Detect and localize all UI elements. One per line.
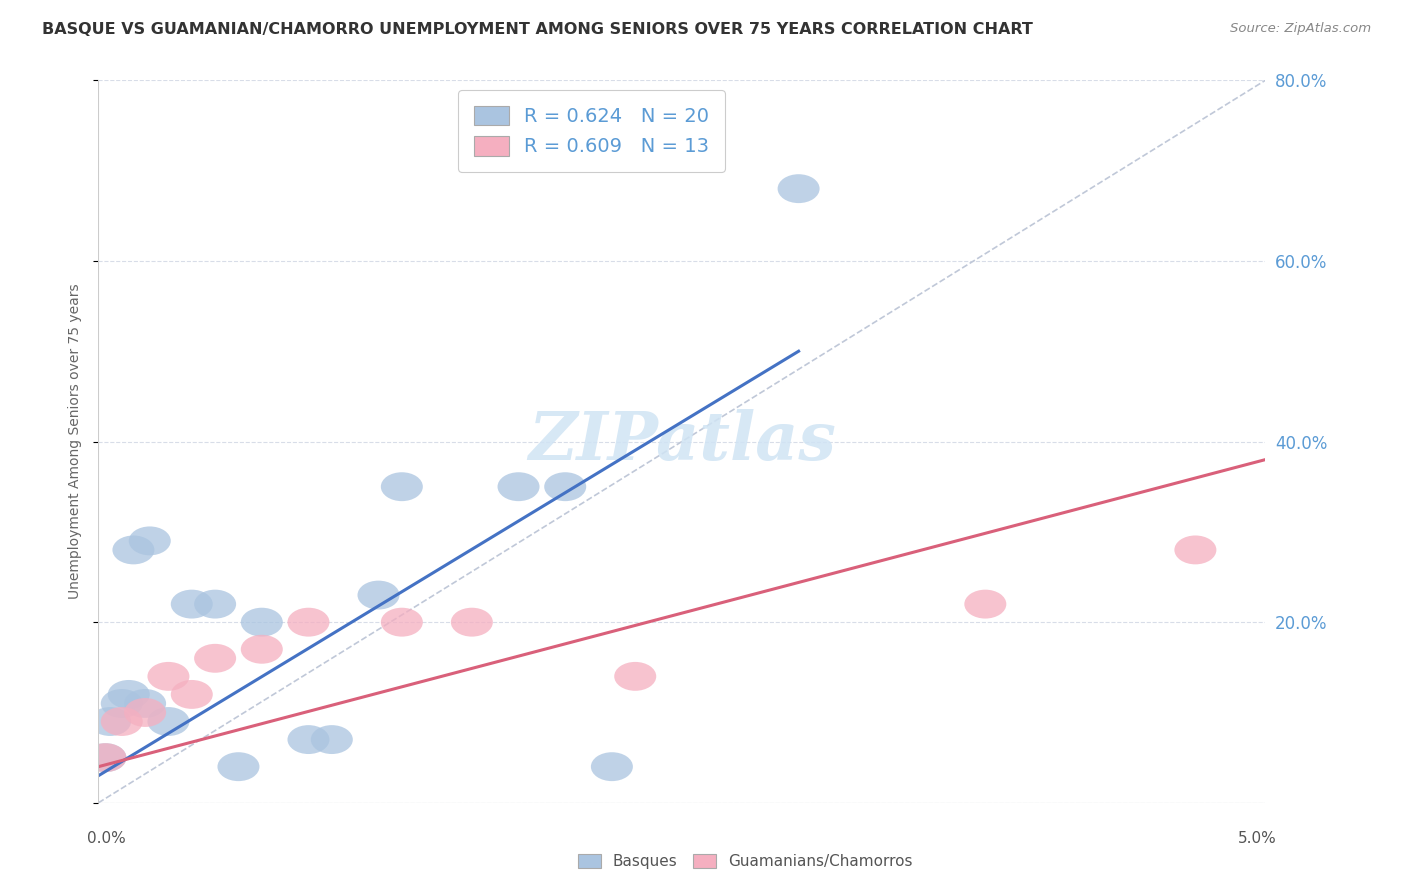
Ellipse shape xyxy=(218,752,260,781)
Ellipse shape xyxy=(614,662,657,690)
Ellipse shape xyxy=(101,689,143,718)
Ellipse shape xyxy=(124,689,166,718)
Text: 0.0%: 0.0% xyxy=(87,830,125,846)
Ellipse shape xyxy=(124,698,166,727)
Ellipse shape xyxy=(287,607,329,637)
Ellipse shape xyxy=(357,581,399,609)
Ellipse shape xyxy=(240,635,283,664)
Legend: R = 0.624   N = 20, R = 0.609   N = 13: R = 0.624 N = 20, R = 0.609 N = 13 xyxy=(458,90,725,172)
Ellipse shape xyxy=(287,725,329,754)
Ellipse shape xyxy=(112,535,155,565)
Ellipse shape xyxy=(170,590,212,618)
Ellipse shape xyxy=(381,472,423,501)
Legend: Basques, Guamanians/Chamorros: Basques, Guamanians/Chamorros xyxy=(572,848,918,875)
Text: Source: ZipAtlas.com: Source: ZipAtlas.com xyxy=(1230,22,1371,36)
Y-axis label: Unemployment Among Seniors over 75 years: Unemployment Among Seniors over 75 years xyxy=(69,284,83,599)
Ellipse shape xyxy=(84,743,127,772)
Ellipse shape xyxy=(148,707,190,736)
Ellipse shape xyxy=(170,680,212,709)
Text: ZIPatlas: ZIPatlas xyxy=(529,409,835,474)
Ellipse shape xyxy=(194,644,236,673)
Ellipse shape xyxy=(108,680,150,709)
Ellipse shape xyxy=(498,472,540,501)
Ellipse shape xyxy=(1174,535,1216,565)
Ellipse shape xyxy=(148,662,190,690)
Ellipse shape xyxy=(591,752,633,781)
Text: BASQUE VS GUAMANIAN/CHAMORRO UNEMPLOYMENT AMONG SENIORS OVER 75 YEARS CORRELATIO: BASQUE VS GUAMANIAN/CHAMORRO UNEMPLOYMEN… xyxy=(42,22,1033,37)
Text: 5.0%: 5.0% xyxy=(1239,830,1277,846)
Ellipse shape xyxy=(311,725,353,754)
Ellipse shape xyxy=(778,174,820,203)
Ellipse shape xyxy=(965,590,1007,618)
Ellipse shape xyxy=(451,607,494,637)
Ellipse shape xyxy=(89,707,131,736)
Ellipse shape xyxy=(84,743,127,772)
Ellipse shape xyxy=(129,526,170,556)
Ellipse shape xyxy=(544,472,586,501)
Ellipse shape xyxy=(381,607,423,637)
Ellipse shape xyxy=(240,607,283,637)
Ellipse shape xyxy=(101,707,143,736)
Ellipse shape xyxy=(194,590,236,618)
